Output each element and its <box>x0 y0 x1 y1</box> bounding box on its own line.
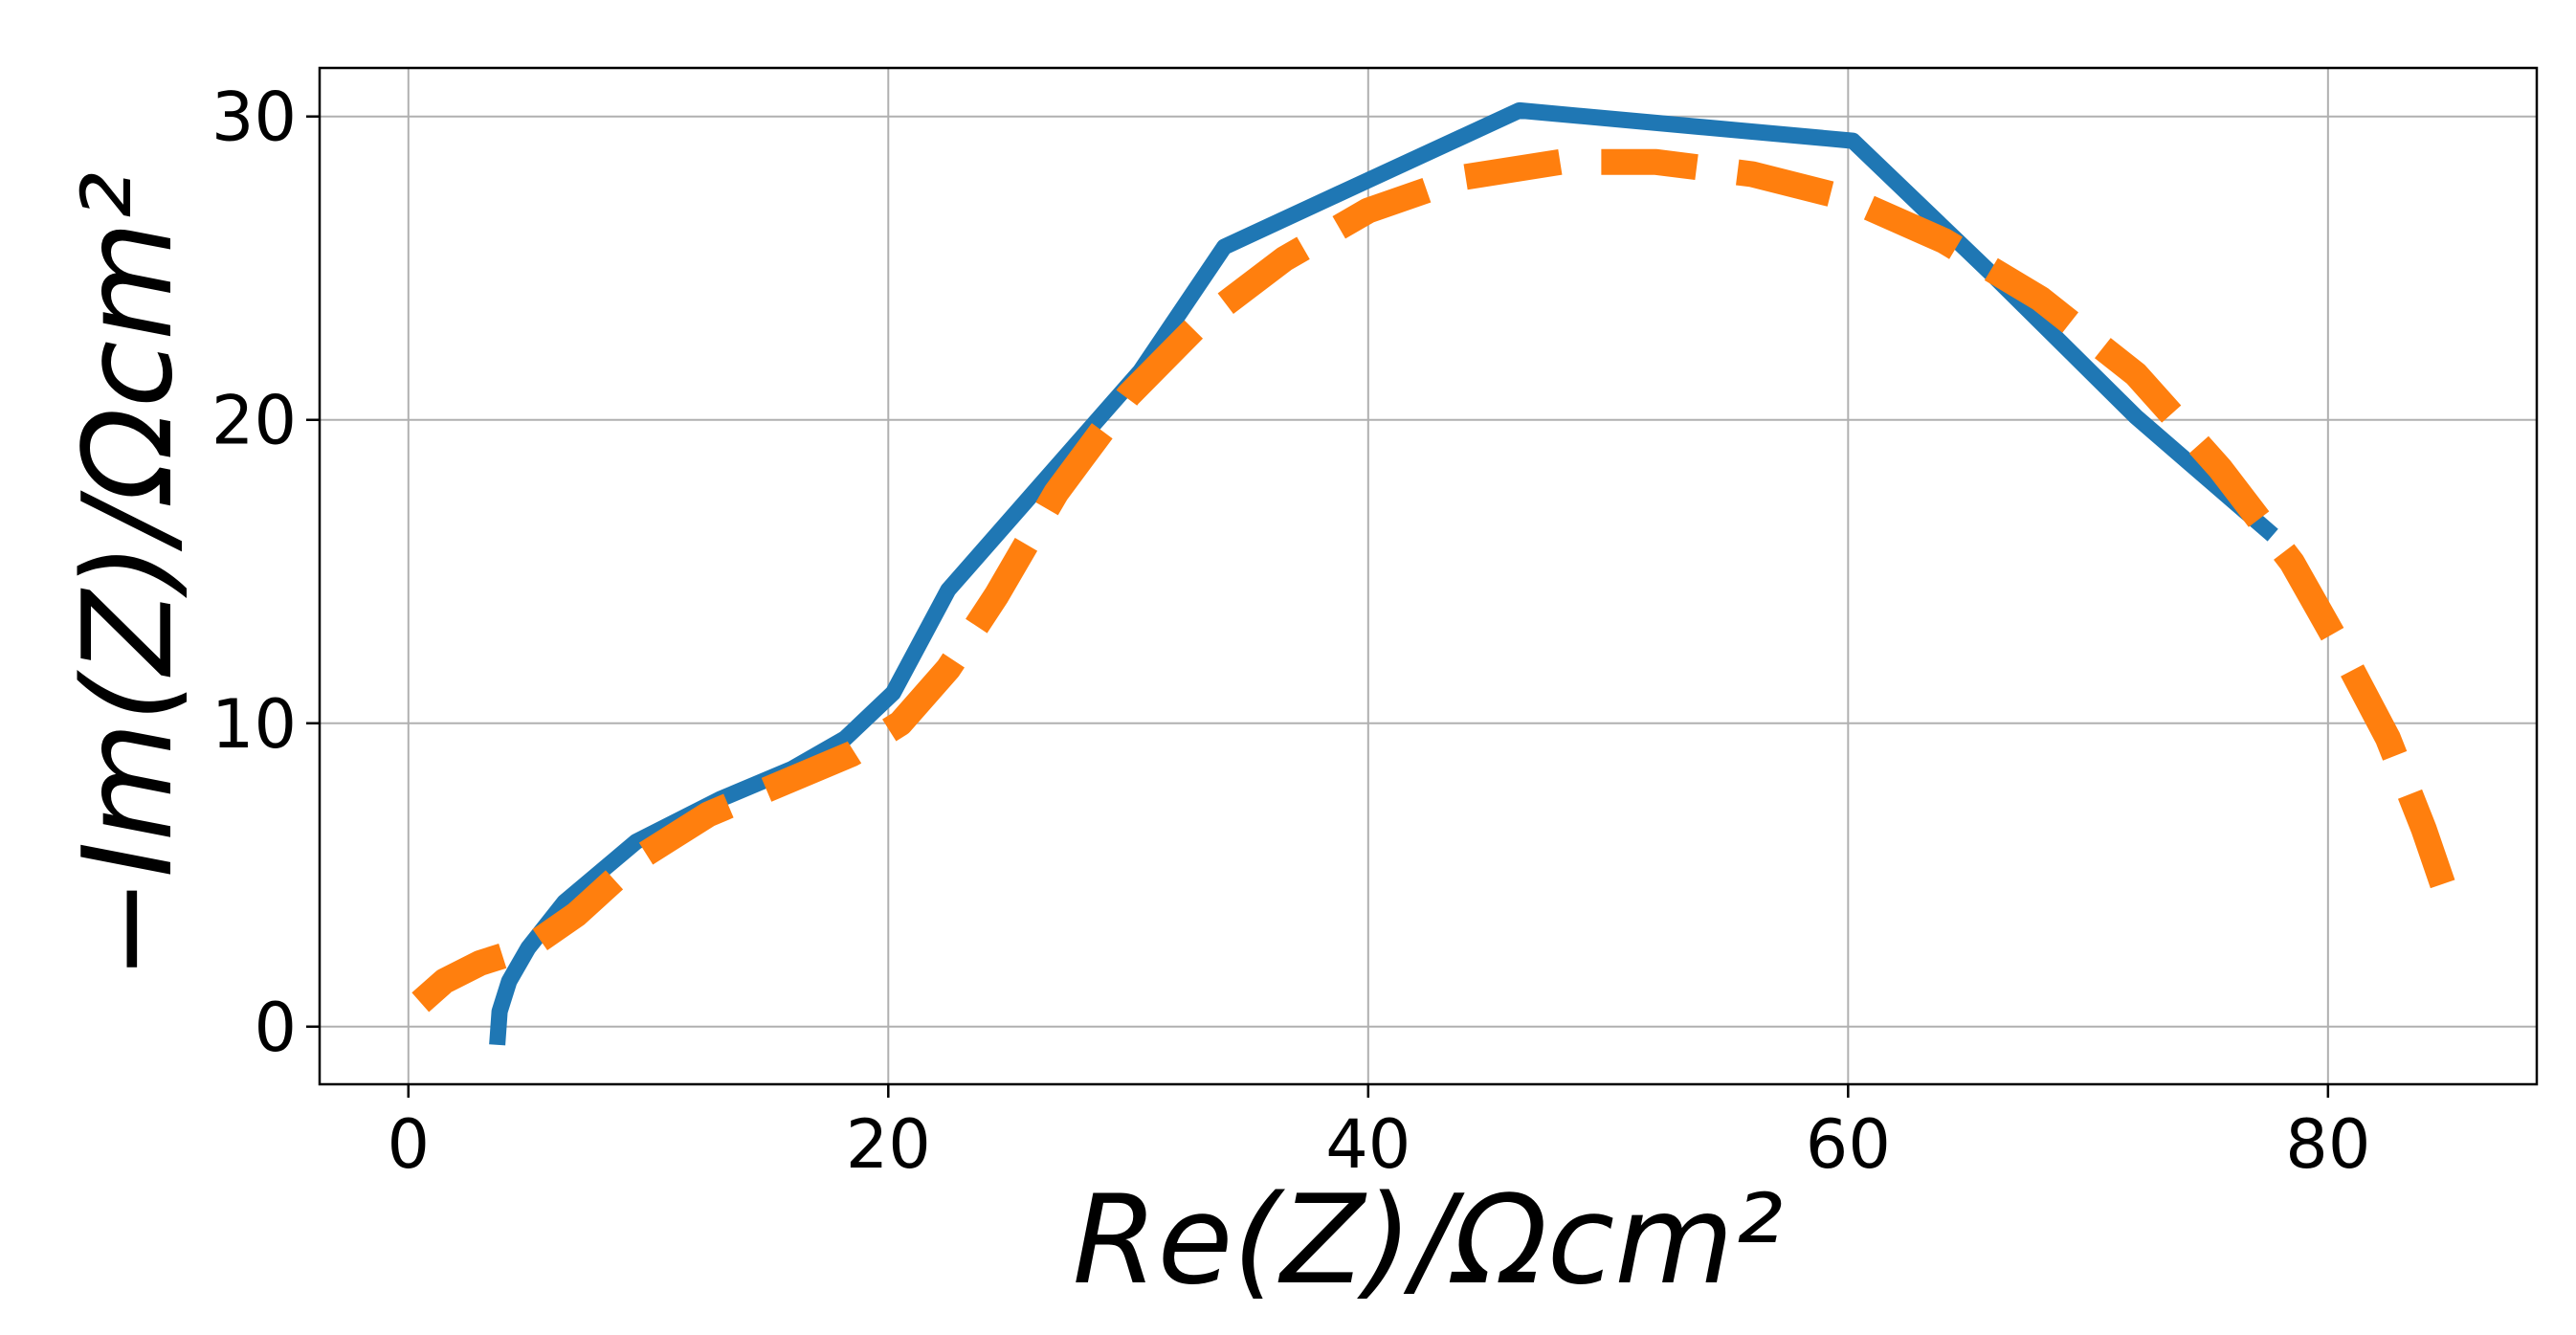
x-tick-label: 20 <box>846 1105 931 1184</box>
y-tick-label: 0 <box>254 989 297 1067</box>
series-layer <box>411 101 2468 1046</box>
ticks: 0 20 40 60 80 0 10 20 30 <box>211 78 2370 1184</box>
y-tick-label: 30 <box>211 78 297 157</box>
grid <box>320 68 2537 1084</box>
x-tick-label: 60 <box>1806 1105 1891 1184</box>
series-line-fit <box>411 148 2468 1012</box>
x-tick-label: 40 <box>1325 1105 1410 1184</box>
x-axis-label: Re(Z)/Ωcm² <box>1073 1169 1784 1312</box>
plot-frame <box>318 66 2539 1086</box>
series-line-measured <box>489 101 2278 1046</box>
y-axis-label: −Im(Z)/Ωcm² <box>57 172 200 981</box>
x-tick-label: 0 <box>388 1105 431 1184</box>
y-tick-label: 20 <box>211 382 297 460</box>
x-tick-label: 80 <box>2285 1105 2370 1184</box>
y-tick-label: 10 <box>211 685 297 764</box>
